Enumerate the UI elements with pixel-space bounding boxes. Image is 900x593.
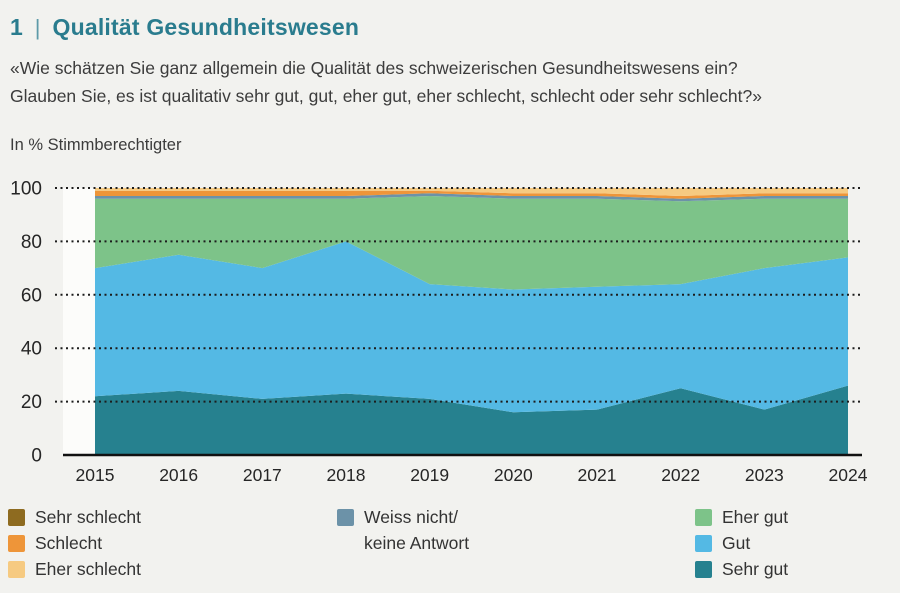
legend-label: Schlecht <box>35 532 103 553</box>
legend-item: Sehr gut <box>695 556 788 582</box>
legend-column-3: Eher gut Gut Sehr gut <box>695 504 788 582</box>
legend-swatch <box>8 534 25 552</box>
legend-item: Weiss nicht/ <box>337 504 469 530</box>
legend-item: Sehr schlecht <box>8 504 141 530</box>
area-gut <box>95 241 848 413</box>
survey-question-line-1: «Wie schätzen Sie ganz allgemein die Qua… <box>10 58 738 78</box>
legend-swatch <box>8 560 25 578</box>
x-tick-label-2020: 2020 <box>494 465 533 485</box>
area-eher-schlecht <box>95 188 848 196</box>
area-eher-gut <box>95 196 848 290</box>
legend-swatch <box>695 534 712 552</box>
area-schlecht <box>95 190 848 199</box>
chart-number: 1 <box>10 14 23 40</box>
x-tick-label-2021: 2021 <box>578 465 617 485</box>
y-tick-label-60: 60 <box>21 285 42 306</box>
legend-label: Eher schlecht <box>35 558 142 579</box>
y-tick-label-0: 0 <box>31 446 42 467</box>
page-title: Qualität Gesundheitswesen <box>52 14 360 40</box>
legend-swatch <box>8 508 25 526</box>
legend-label: keine Antwort <box>364 532 470 553</box>
legend-label: Gut <box>722 532 751 553</box>
area-sehr-gut <box>95 385 848 455</box>
legend-swatch <box>337 508 354 526</box>
legend-label: Sehr schlecht <box>35 506 142 527</box>
x-tick-label-2019: 2019 <box>410 465 449 485</box>
chart-legend: Sehr schlecht Schlecht Eher schlecht Weiss … <box>0 504 900 590</box>
unit-label: In % Stimmberechtigter <box>10 136 182 154</box>
legend-item: Schlecht <box>8 530 141 556</box>
header-divider: | <box>34 15 41 40</box>
x-tick-label-2022: 2022 <box>661 465 700 485</box>
legend-item: Eher gut <box>695 504 788 530</box>
x-tick-label-2018: 2018 <box>327 465 366 485</box>
legend-label: Sehr gut <box>722 558 789 579</box>
x-tick-label-2023: 2023 <box>745 465 784 485</box>
legend-item: Gut <box>695 530 788 556</box>
legend-label: Eher gut <box>722 506 789 527</box>
x-tick-label-2024: 2024 <box>829 465 868 485</box>
area-weiss-nicht <box>95 193 848 202</box>
legend-swatch <box>695 508 712 526</box>
x-tick-label-2015: 2015 <box>76 465 115 485</box>
legend-item: keine Antwort <box>337 530 469 556</box>
legend-label: Weiss nicht/ <box>364 506 459 527</box>
y-tick-label-20: 20 <box>21 392 42 413</box>
stacked-area-chart: 0 20 40 60 80 100 2015 2016 2017 2018 2019 2020 2021… <box>10 179 868 486</box>
y-tick-label-100: 100 <box>10 179 42 200</box>
x-tick-label-2016: 2016 <box>159 465 198 485</box>
survey-question-line-2: Glauben Sie, es ist qualitativ sehr gut,… <box>10 86 762 106</box>
legend-swatch <box>695 560 712 578</box>
x-tick-label-2017: 2017 <box>243 465 282 485</box>
y-tick-label-40: 40 <box>21 339 42 360</box>
legend-column-1: Sehr schlecht Schlecht Eher schlecht <box>8 504 141 582</box>
legend-column-2: Weiss nicht/keine Antwort <box>337 504 469 556</box>
chart-header: 1 | Qualität Gesundheitswesen <box>10 14 359 41</box>
legend-item: Eher schlecht <box>8 556 141 582</box>
y-tick-label-80: 80 <box>21 232 42 253</box>
survey-question: «Wie schätzen Sie ganz allgemein die Qua… <box>10 54 880 110</box>
